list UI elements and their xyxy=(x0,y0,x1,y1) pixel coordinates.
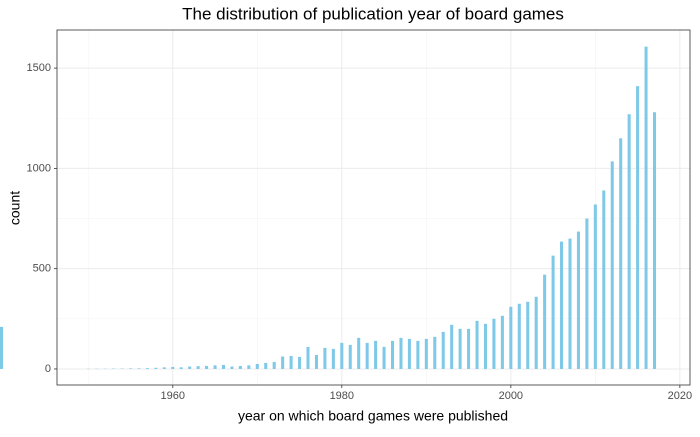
bar xyxy=(501,316,504,369)
bar xyxy=(188,367,191,369)
bar xyxy=(281,357,284,369)
bar xyxy=(484,324,487,369)
bar xyxy=(290,356,293,369)
chart-title: The distribution of publication year of … xyxy=(182,4,564,23)
bar xyxy=(391,341,394,369)
bar xyxy=(577,232,580,369)
bar xyxy=(374,341,377,369)
x-tick-label: 1960 xyxy=(161,390,185,402)
x-tick-label: 2000 xyxy=(499,390,523,402)
bar xyxy=(239,366,242,369)
bar xyxy=(467,329,470,369)
bar xyxy=(323,348,326,369)
bar xyxy=(315,355,318,369)
bar xyxy=(247,365,250,369)
bar xyxy=(433,337,436,369)
bar xyxy=(306,347,309,369)
bar xyxy=(585,219,588,369)
bar xyxy=(264,363,267,369)
bar xyxy=(450,325,453,369)
bar xyxy=(535,297,538,369)
bar xyxy=(476,321,479,369)
bar xyxy=(518,304,521,369)
bar xyxy=(273,362,276,369)
bar xyxy=(298,357,301,369)
bar xyxy=(154,368,157,369)
bar xyxy=(602,190,605,369)
bar xyxy=(230,367,233,369)
x-tick-label: 2020 xyxy=(668,390,692,402)
bar xyxy=(383,347,386,369)
bar xyxy=(366,343,369,369)
bar xyxy=(628,114,631,369)
bar xyxy=(560,242,563,369)
y-tick-label: 500 xyxy=(33,263,51,275)
bar xyxy=(163,367,166,369)
bar xyxy=(340,343,343,369)
bar xyxy=(0,327,3,369)
y-tick-label: 0 xyxy=(45,363,51,375)
bar xyxy=(442,332,445,369)
y-tick-label: 1000 xyxy=(27,162,51,174)
x-axis-title: year on which board games were published xyxy=(238,408,508,424)
bar xyxy=(171,367,174,369)
bar xyxy=(568,239,571,369)
bar xyxy=(611,161,614,369)
y-tick-label: 1500 xyxy=(27,62,51,74)
bar xyxy=(594,204,597,368)
bar xyxy=(180,367,183,369)
bar xyxy=(197,366,200,369)
bar xyxy=(408,339,411,369)
bar xyxy=(645,47,648,369)
y-axis-title: count xyxy=(7,191,23,225)
bar xyxy=(543,275,546,369)
bar xyxy=(425,339,428,369)
bar xyxy=(552,256,555,369)
x-tick-label: 1980 xyxy=(330,390,354,402)
bar xyxy=(146,368,149,369)
bar xyxy=(332,349,335,369)
bar xyxy=(137,368,140,369)
bar xyxy=(256,364,259,369)
bar xyxy=(492,319,495,369)
bar xyxy=(399,338,402,369)
bar xyxy=(222,365,225,369)
bar xyxy=(214,365,217,369)
bar xyxy=(416,341,419,369)
bar xyxy=(357,338,360,369)
bar xyxy=(526,302,529,369)
bar xyxy=(636,86,639,369)
bar xyxy=(129,368,132,369)
bar xyxy=(653,112,656,369)
bar xyxy=(205,366,208,369)
bar xyxy=(349,345,352,369)
bar xyxy=(509,307,512,369)
bar xyxy=(459,329,462,369)
bar xyxy=(619,138,622,369)
